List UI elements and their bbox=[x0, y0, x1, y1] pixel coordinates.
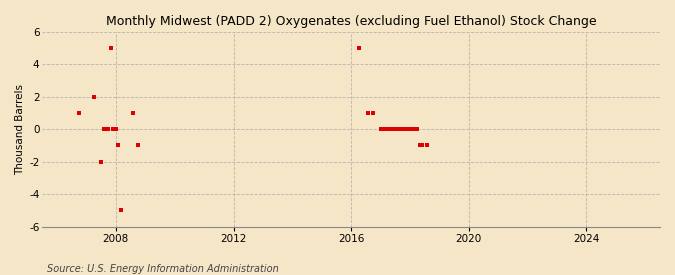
Point bbox=[368, 111, 379, 115]
Point bbox=[128, 111, 138, 115]
Point bbox=[392, 127, 403, 131]
Point bbox=[101, 127, 111, 131]
Point bbox=[417, 143, 428, 148]
Point bbox=[115, 208, 126, 213]
Point bbox=[353, 46, 364, 50]
Point bbox=[105, 46, 116, 50]
Point bbox=[375, 127, 386, 131]
Point bbox=[412, 127, 423, 131]
Point bbox=[385, 127, 396, 131]
Point bbox=[380, 127, 391, 131]
Point bbox=[422, 143, 433, 148]
Point bbox=[390, 127, 401, 131]
Point bbox=[383, 127, 394, 131]
Point bbox=[404, 127, 415, 131]
Point bbox=[103, 127, 114, 131]
Point bbox=[400, 127, 410, 131]
Point bbox=[410, 127, 421, 131]
Y-axis label: Thousand Barrels: Thousand Barrels bbox=[15, 84, 25, 175]
Point bbox=[363, 111, 374, 115]
Point bbox=[407, 127, 418, 131]
Point bbox=[96, 160, 107, 164]
Point bbox=[387, 127, 398, 131]
Text: Source: U.S. Energy Information Administration: Source: U.S. Energy Information Administ… bbox=[47, 264, 279, 274]
Point bbox=[377, 127, 388, 131]
Point bbox=[98, 127, 109, 131]
Point bbox=[74, 111, 84, 115]
Point bbox=[108, 127, 119, 131]
Title: Monthly Midwest (PADD 2) Oxygenates (excluding Fuel Ethanol) Stock Change: Monthly Midwest (PADD 2) Oxygenates (exc… bbox=[106, 15, 597, 28]
Point bbox=[397, 127, 408, 131]
Point bbox=[113, 143, 124, 148]
Point bbox=[88, 95, 99, 99]
Point bbox=[395, 127, 406, 131]
Point bbox=[414, 143, 425, 148]
Point bbox=[132, 143, 143, 148]
Point bbox=[402, 127, 413, 131]
Point bbox=[111, 127, 122, 131]
